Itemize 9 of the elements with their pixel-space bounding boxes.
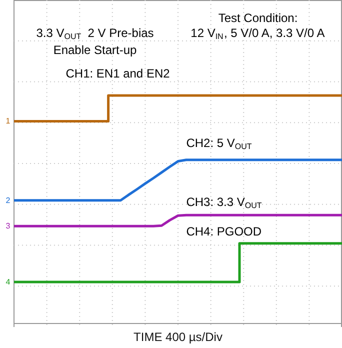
series-label: CH4: PGOOD <box>186 224 262 238</box>
text: Test Condition: <box>218 11 298 25</box>
text: 2 <box>6 196 11 205</box>
series-label: CH1: EN1 and EN2 <box>66 66 170 81</box>
text: 3 <box>6 222 11 231</box>
text: 4 <box>6 278 11 287</box>
text: Enable Start-up <box>53 43 138 57</box>
x-axis-title: TIME 400 µs/Div <box>134 330 222 344</box>
text: 1 <box>6 116 11 126</box>
